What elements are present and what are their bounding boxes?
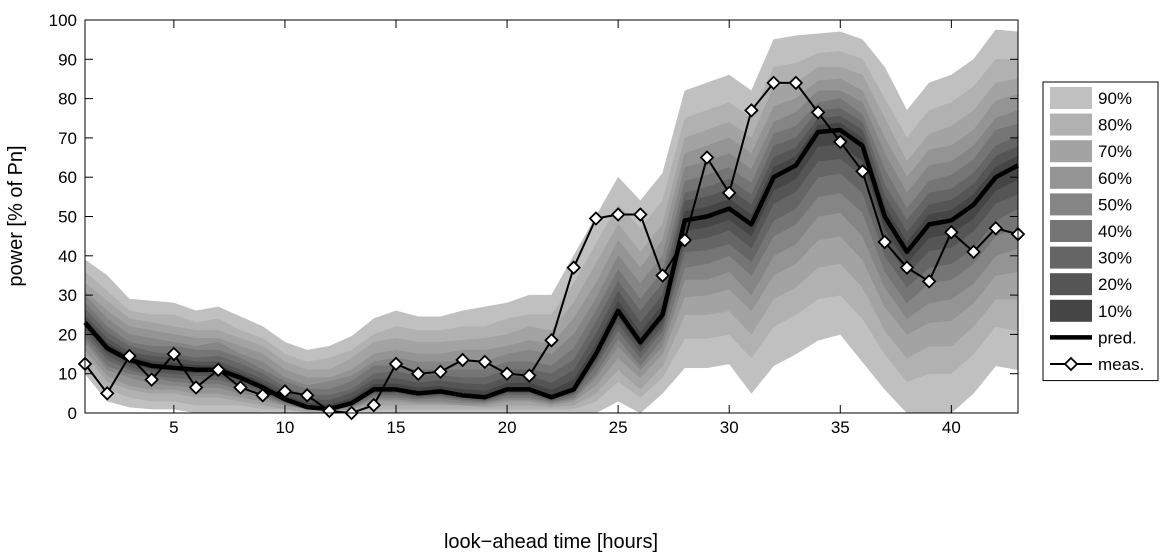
y-tick-label: 0	[68, 404, 77, 423]
y-tick-label: 50	[58, 208, 77, 227]
measured-marker	[833, 134, 848, 150]
measured-marker	[810, 105, 826, 120]
measured-marker	[855, 164, 870, 179]
x-tick-label: 15	[387, 418, 406, 437]
measured-marker	[944, 224, 959, 240]
x-tick-label: 25	[609, 418, 628, 437]
measured-marker	[499, 366, 515, 381]
measured-marker	[699, 150, 715, 165]
measured-marker	[566, 260, 581, 275]
measured-marker	[277, 384, 293, 399]
measured-marker	[122, 348, 137, 364]
y-tick-label: 30	[58, 286, 77, 305]
measured-marker	[877, 234, 892, 250]
legend-label: 60%	[1098, 169, 1132, 188]
measured-marker	[788, 75, 804, 91]
measured-marker	[766, 75, 781, 91]
legend-label: meas.	[1098, 355, 1144, 374]
legend-label: 20%	[1098, 275, 1132, 294]
x-tick-label: 30	[720, 418, 739, 437]
y-tick-label: 90	[58, 50, 77, 69]
legend-label: pred.	[1098, 328, 1137, 347]
measured-marker	[522, 368, 537, 383]
measured-marker	[455, 352, 470, 368]
y-tick-label: 70	[58, 129, 77, 148]
measured-marker	[99, 386, 115, 401]
measured-marker	[588, 211, 604, 226]
measured-marker	[211, 362, 226, 378]
legend-swatch	[1050, 193, 1092, 216]
legend-label: 40%	[1098, 222, 1132, 241]
measured-marker	[677, 232, 693, 248]
measured-marker	[366, 397, 382, 413]
legend-swatch	[1050, 273, 1092, 296]
measured-marker	[144, 372, 159, 387]
y-tick-label: 100	[49, 11, 77, 30]
measured-marker	[299, 388, 315, 403]
legend-label: 70%	[1098, 142, 1132, 161]
measured-marker	[610, 207, 626, 222]
measured-marker	[188, 380, 204, 395]
legend-swatch	[1050, 87, 1092, 109]
x-axis-label: look−ahead time [hours]	[444, 531, 658, 553]
y-axis-label: power [% of Pn]	[5, 145, 27, 286]
measured-marker	[744, 103, 759, 118]
legend-label: 80%	[1098, 116, 1132, 135]
measured-marker	[433, 364, 448, 380]
measured-marker	[899, 260, 915, 275]
y-tick-label: 80	[58, 90, 77, 109]
measured-marker	[655, 268, 670, 283]
x-tick-label: 35	[831, 418, 850, 437]
measured-marker	[921, 274, 937, 289]
y-tick-label: 40	[58, 247, 77, 266]
legend-marker	[1063, 356, 1079, 372]
y-tick-label: 10	[58, 365, 77, 384]
legend-swatch	[1050, 166, 1092, 189]
legend-swatch	[1050, 220, 1092, 242]
measured-marker	[255, 388, 270, 403]
measured-marker	[544, 333, 559, 348]
legend-label: 50%	[1098, 195, 1132, 214]
measured-marker	[388, 356, 404, 372]
measured-marker	[166, 346, 182, 362]
x-tick-label: 5	[169, 418, 178, 437]
measured-marker	[633, 207, 648, 222]
legend-swatch	[1050, 299, 1092, 322]
y-tick-label: 20	[58, 325, 77, 344]
legend-label: 30%	[1098, 249, 1132, 268]
measured-marker	[477, 354, 493, 370]
x-tick-label: 40	[942, 418, 961, 437]
measured-marker	[988, 221, 1004, 236]
x-tick-label: 10	[275, 418, 294, 437]
legend-label: 10%	[1098, 302, 1132, 321]
measured-marker	[233, 380, 248, 395]
legend-swatch	[1050, 140, 1092, 163]
legend-swatch	[1050, 246, 1092, 269]
measured-marker	[410, 366, 426, 381]
y-tick-label: 60	[58, 168, 77, 187]
measured-marker	[966, 244, 981, 260]
legend-label: 90%	[1098, 89, 1132, 108]
x-tick-label: 20	[498, 418, 517, 437]
measured-marker	[322, 403, 337, 419]
legend-swatch	[1050, 113, 1092, 136]
prediction-line	[83, 127, 1020, 412]
measured-marker	[721, 185, 737, 201]
